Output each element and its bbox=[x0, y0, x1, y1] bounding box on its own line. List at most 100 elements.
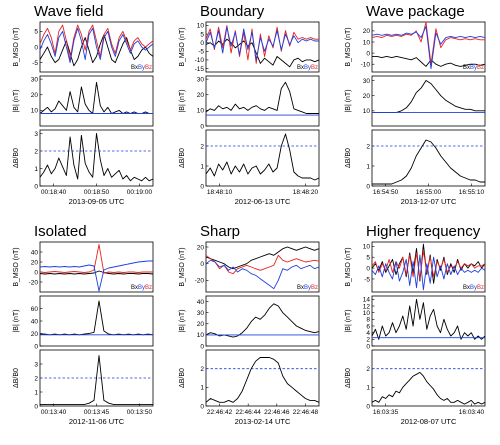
y-tick-label: 1 bbox=[366, 385, 370, 392]
series-line-bx bbox=[372, 55, 486, 67]
y-tick-label: -15 bbox=[195, 66, 205, 73]
plot-frame bbox=[205, 21, 320, 73]
y-axis-label: |B| (nT) bbox=[179, 309, 186, 332]
series-line-by bbox=[39, 24, 154, 60]
subplot: 0 1 2 ΔB/B0 bbox=[179, 129, 320, 190]
legend-entry: By bbox=[470, 65, 477, 71]
chart-title: Wave field bbox=[34, 3, 103, 20]
subplot: 0 1 2 ΔB/B0 bbox=[179, 349, 320, 410]
y-tick-label: 0 bbox=[200, 183, 204, 190]
legend-entry: Bz bbox=[477, 65, 484, 71]
y-tick-label: 0 bbox=[34, 343, 38, 350]
y-tick-label: 2 bbox=[34, 148, 38, 155]
series-line-by bbox=[205, 254, 320, 275]
legend-entry: By bbox=[470, 285, 477, 291]
plot-frame bbox=[205, 295, 320, 347]
x-tick-label: 18:48:10 bbox=[207, 189, 233, 196]
y-axis-label: ΔB/B0 bbox=[179, 368, 186, 388]
series-line-b bbox=[40, 300, 154, 336]
y-tick-label: 0 bbox=[200, 343, 204, 350]
x-tick-label: 16:03:40 bbox=[459, 409, 485, 416]
series-line-bz bbox=[371, 25, 486, 70]
y-tick-label: -5 bbox=[198, 49, 204, 56]
subplot: -20 0 20 B_MSO (nT) Bx By Bz bbox=[179, 241, 320, 293]
y-axis-label: ΔB/B0 bbox=[179, 148, 186, 168]
plot-frame bbox=[371, 75, 486, 127]
y-tick-label: 8 bbox=[366, 317, 370, 324]
plot-frame bbox=[371, 349, 486, 407]
y-tick-label: 10 bbox=[197, 332, 205, 339]
plot-frame bbox=[39, 75, 154, 127]
series-line-bb0 bbox=[205, 133, 320, 181]
subplot: 0 10 20 30 |B| (nT) bbox=[179, 75, 320, 130]
y-tick-label: 0 bbox=[34, 44, 38, 51]
series-line-b bbox=[205, 303, 320, 338]
y-tick-label: 40 bbox=[31, 249, 39, 256]
y-tick-label: 1 bbox=[200, 385, 204, 392]
y-tick-label: -5 bbox=[32, 60, 38, 67]
legend: Bx By Bz bbox=[297, 65, 318, 71]
series-line-b bbox=[371, 298, 486, 340]
y-tick-label: 2 bbox=[366, 143, 370, 150]
y-tick-label: 0 bbox=[200, 123, 204, 130]
legend: Bx By Bz bbox=[463, 65, 484, 71]
x-tick-label: 16:55:10 bbox=[459, 189, 485, 196]
y-tick-label: 14 bbox=[363, 297, 371, 304]
x-tick-label: 22:46:44 bbox=[236, 409, 262, 416]
series-line-bb0 bbox=[205, 357, 320, 403]
y-axis-label: ΔB/B0 bbox=[13, 148, 20, 168]
x-tick-label: 00:13:45 bbox=[84, 409, 110, 416]
x-axis-label: 2012-08-07 UTC bbox=[401, 417, 457, 426]
legend-entry: By bbox=[138, 65, 145, 71]
y-axis-label: |B| (nT) bbox=[345, 89, 352, 112]
legend-entry: Bz bbox=[477, 285, 484, 291]
chart-title: Sharp bbox=[200, 223, 240, 240]
series-line-bx bbox=[39, 34, 154, 67]
y-tick-label: 30 bbox=[197, 76, 205, 83]
y-axis-label: |B| (nT) bbox=[179, 89, 186, 112]
y-axis-label: B_MSO (nT) bbox=[13, 27, 20, 66]
y-axis-label: |B| (nT) bbox=[13, 309, 20, 332]
x-axis-label: 2012-11-06 UTC bbox=[69, 417, 125, 426]
series-line-by bbox=[39, 244, 153, 274]
y-tick-label: 10 bbox=[363, 39, 371, 46]
y-axis-label: |B| (nT) bbox=[345, 309, 352, 332]
y-tick-label: 0 bbox=[200, 40, 204, 47]
y-tick-label: 20 bbox=[197, 244, 205, 251]
y-tick-label: 5 bbox=[366, 255, 370, 262]
y-tick-label: 10 bbox=[363, 310, 371, 317]
subplot: -15 -10-5 0 510 B_MSO (nT) Bx By Bz bbox=[179, 21, 320, 73]
x-axis-label: 2013-02-14 UTC bbox=[235, 417, 291, 426]
series-line-bz bbox=[371, 254, 486, 291]
legend-entry: By bbox=[304, 285, 311, 291]
series-line-bx bbox=[39, 270, 154, 275]
x-tick-label: 00:19:00 bbox=[127, 189, 153, 196]
y-tick-label: 0 bbox=[34, 183, 38, 190]
y-tick-label: 0 bbox=[366, 50, 370, 57]
x-tick-label: 00:18:50 bbox=[84, 189, 110, 196]
legend-entry: Bx bbox=[131, 65, 138, 71]
subplot: 10 20 30 |B| (nT) bbox=[13, 75, 154, 127]
legend-entry: Bz bbox=[311, 65, 318, 71]
legend: Bx By Bz bbox=[297, 285, 318, 291]
series-line-by bbox=[371, 21, 485, 65]
legend-entry: Bz bbox=[145, 285, 152, 291]
y-tick-label: -20 bbox=[29, 279, 39, 286]
x-tick-label: 22:46:42 bbox=[207, 409, 233, 416]
y-tick-label: 1 bbox=[34, 389, 38, 396]
plot-frame bbox=[205, 75, 320, 127]
y-tick-label: 0 bbox=[200, 261, 204, 268]
legend-entry: By bbox=[304, 65, 311, 71]
x-tick-label: 18:48:20 bbox=[293, 189, 319, 196]
series-line-bb0 bbox=[371, 371, 486, 405]
y-tick-label: 0 bbox=[200, 403, 204, 410]
subplot: -20 0 20 40 B_MSO (nT) Bx By Bz bbox=[13, 241, 154, 293]
subplot: -5 0 5 B_MSO (nT) Bx By Bz bbox=[13, 21, 154, 73]
chart-title: Higher frequency bbox=[366, 223, 481, 240]
y-tick-label: 20 bbox=[363, 28, 371, 35]
legend-entry: Bx bbox=[463, 285, 470, 291]
legend-entry: Bx bbox=[131, 285, 138, 291]
